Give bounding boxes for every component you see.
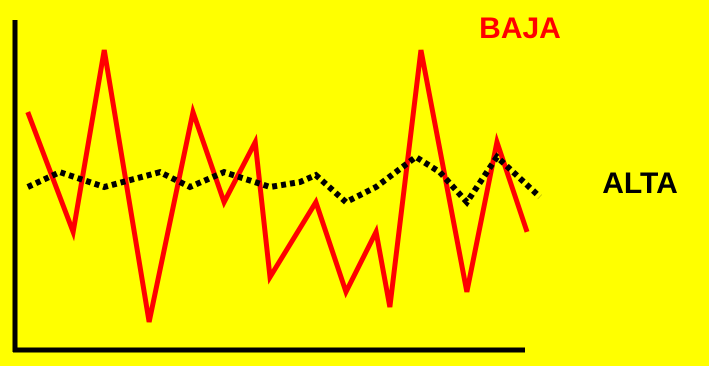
series-label: BAJA bbox=[479, 12, 561, 45]
series-line bbox=[26, 152, 542, 208]
series-label: ALTA bbox=[602, 167, 678, 200]
series-line bbox=[25, 49, 530, 323]
